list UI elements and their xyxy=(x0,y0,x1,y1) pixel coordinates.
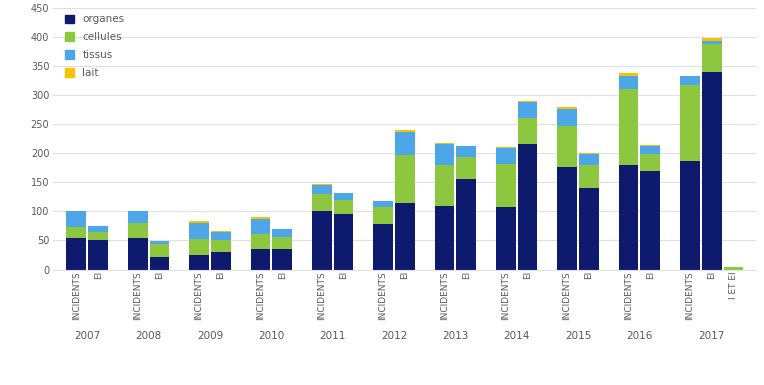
Bar xyxy=(435,165,455,206)
Bar xyxy=(619,74,639,76)
Bar xyxy=(640,146,660,154)
Bar xyxy=(395,155,415,203)
Text: 2016: 2016 xyxy=(626,331,652,341)
Bar xyxy=(334,200,354,214)
Bar xyxy=(496,207,516,270)
Bar xyxy=(496,148,516,164)
Bar xyxy=(128,223,147,238)
Bar xyxy=(334,214,354,270)
Bar xyxy=(435,143,455,144)
Text: 2008: 2008 xyxy=(135,331,162,341)
Bar xyxy=(456,146,476,157)
Text: 2017: 2017 xyxy=(698,331,725,341)
Bar xyxy=(435,206,455,270)
Bar xyxy=(579,188,599,270)
Bar xyxy=(312,211,332,270)
Bar xyxy=(518,118,538,144)
Bar xyxy=(557,107,577,109)
Bar xyxy=(211,231,231,232)
Bar xyxy=(272,249,292,270)
Bar xyxy=(189,239,209,255)
Legend: organes, cellules, tissus, lait: organes, cellules, tissus, lait xyxy=(60,10,128,82)
Bar xyxy=(66,211,86,227)
Text: 2012: 2012 xyxy=(380,331,407,341)
Bar xyxy=(456,179,476,270)
Bar xyxy=(557,167,577,270)
Bar xyxy=(312,194,332,211)
Bar xyxy=(373,224,393,270)
Bar xyxy=(579,165,599,188)
Bar xyxy=(89,232,108,240)
Bar xyxy=(189,255,209,270)
Bar xyxy=(211,252,231,270)
Bar xyxy=(724,266,743,269)
Text: 2011: 2011 xyxy=(319,331,346,341)
Bar xyxy=(251,216,270,219)
Bar xyxy=(150,241,170,244)
Bar xyxy=(395,131,415,132)
Bar xyxy=(251,219,270,234)
Bar xyxy=(150,244,170,257)
Bar xyxy=(89,226,108,232)
Bar xyxy=(619,76,639,89)
Bar xyxy=(312,185,332,194)
Bar xyxy=(579,153,599,154)
Bar xyxy=(702,41,721,44)
Bar xyxy=(619,89,639,165)
Bar xyxy=(702,38,721,41)
Bar xyxy=(211,240,231,252)
Bar xyxy=(211,232,231,240)
Bar xyxy=(395,132,415,155)
Bar xyxy=(640,145,660,146)
Bar xyxy=(251,249,270,270)
Bar xyxy=(373,207,393,224)
Bar xyxy=(272,237,292,249)
Bar xyxy=(680,76,700,85)
Bar xyxy=(66,238,86,270)
Bar xyxy=(496,147,516,148)
Bar xyxy=(128,211,147,223)
Bar xyxy=(680,85,700,161)
Bar xyxy=(557,126,577,167)
Bar xyxy=(619,165,639,270)
Bar xyxy=(334,193,354,200)
Bar xyxy=(680,161,700,270)
Bar xyxy=(557,109,577,126)
Text: 2009: 2009 xyxy=(197,331,223,341)
Bar xyxy=(272,229,292,237)
Text: 2014: 2014 xyxy=(503,331,530,341)
Bar xyxy=(579,154,599,165)
Bar xyxy=(312,184,332,185)
Bar xyxy=(89,240,108,270)
Bar xyxy=(640,171,660,270)
Bar xyxy=(251,234,270,249)
Bar xyxy=(518,101,538,102)
Bar xyxy=(150,257,170,270)
Bar xyxy=(128,238,147,270)
Bar xyxy=(518,144,538,270)
Bar xyxy=(189,221,209,223)
Bar xyxy=(702,72,721,270)
Bar xyxy=(66,227,86,238)
Text: 2007: 2007 xyxy=(74,331,100,341)
Bar xyxy=(456,157,476,179)
Bar xyxy=(702,44,721,72)
Bar xyxy=(373,201,393,207)
Bar xyxy=(518,102,538,118)
Bar xyxy=(189,223,209,239)
Bar xyxy=(496,164,516,207)
Text: 2010: 2010 xyxy=(258,331,284,341)
Text: 2015: 2015 xyxy=(565,331,591,341)
Bar xyxy=(435,144,455,165)
Bar xyxy=(395,203,415,270)
Bar xyxy=(640,154,660,171)
Text: 2013: 2013 xyxy=(442,331,468,341)
